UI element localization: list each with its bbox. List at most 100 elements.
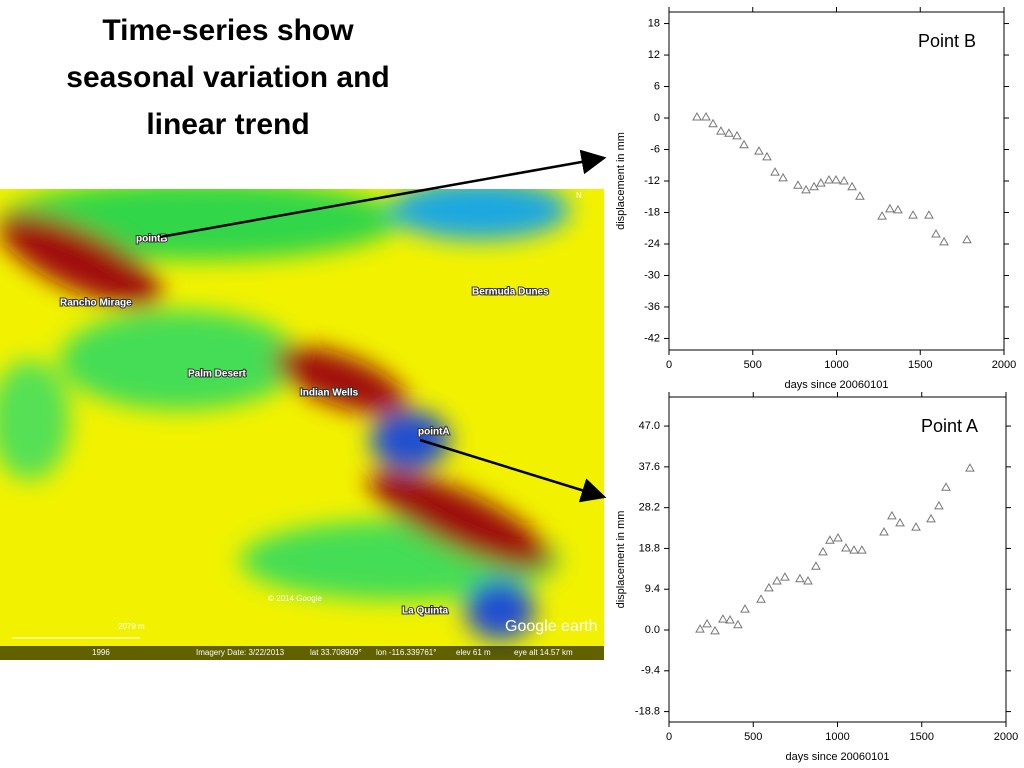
y-tick-label: -18 [644, 206, 660, 218]
map-scale: 2079 m [118, 622, 145, 631]
point [841, 542, 851, 552]
point [833, 533, 843, 542]
point [857, 545, 867, 554]
point [895, 517, 905, 527]
x-tick-label: 1500 [908, 359, 932, 371]
x-tick-label: 2000 [992, 359, 1016, 371]
y-tick-label: 6 [654, 80, 660, 92]
point [801, 184, 811, 194]
point [962, 234, 972, 244]
point [816, 178, 826, 187]
point [831, 174, 841, 184]
point [695, 624, 705, 633]
point [762, 151, 772, 161]
map: pointB Rancho Mirage Bermuda Dunes Palm … [0, 189, 604, 660]
point [809, 181, 819, 191]
point [724, 128, 734, 137]
point [770, 167, 780, 176]
map-label: Palm Desert [188, 369, 246, 380]
point [911, 522, 921, 531]
plot-frame [668, 396, 1007, 723]
point [701, 111, 711, 121]
point [926, 513, 936, 523]
point [877, 211, 887, 220]
y-axis-label: displacement in mm [615, 511, 627, 609]
point [849, 545, 859, 554]
y-tick-label: -24 [644, 238, 660, 250]
x-tick-label: 0 [666, 359, 672, 371]
y-tick-label: -18.8 [635, 705, 660, 717]
chart-title: Point A [921, 416, 978, 436]
point [716, 126, 726, 135]
y-tick-label: -30 [644, 269, 660, 281]
point [732, 130, 742, 140]
x-tick-label: 500 [744, 731, 762, 743]
map-status: Imagery Date: 3/22/2013 [196, 648, 285, 657]
point [725, 615, 735, 624]
y-tick-label: 18 [648, 17, 660, 29]
map-label: La Quinta [402, 606, 449, 617]
y-tick-label: 9.4 [645, 583, 660, 595]
point [941, 482, 951, 491]
y-tick-label: 37.6 [639, 461, 660, 473]
map-label: Bermuda Dunes [472, 287, 549, 298]
y-tick-label: 47.0 [639, 420, 660, 432]
x-tick-label: 1500 [910, 731, 934, 743]
map-label: Rancho Mirage [60, 298, 132, 309]
point [733, 619, 743, 629]
x-tick-label: 1000 [825, 731, 849, 743]
arrow [419, 438, 607, 503]
map-logo: Google earth [505, 618, 598, 635]
point [692, 111, 702, 121]
map-label: Indian Wells [300, 388, 359, 399]
point [924, 210, 934, 219]
point [908, 210, 918, 219]
point [740, 604, 750, 613]
plot-frame [668, 11, 1005, 351]
map-label: pointA [418, 427, 450, 438]
y-tick-label: -12 [644, 175, 660, 187]
y-tick-label: 0 [654, 112, 660, 124]
point [965, 463, 975, 472]
point [756, 594, 766, 603]
x-tick-label: 1000 [824, 359, 848, 371]
point [887, 510, 897, 520]
point [710, 625, 720, 635]
point [825, 535, 835, 544]
point [934, 500, 944, 510]
point [764, 582, 774, 592]
y-tick-label: 28.2 [639, 502, 660, 514]
y-tick-label: -36 [644, 301, 660, 313]
point [718, 614, 728, 623]
point [939, 236, 949, 246]
point [803, 575, 813, 585]
x-axis-label: days since 20060101 [786, 751, 890, 763]
point [708, 118, 718, 128]
point [702, 618, 712, 628]
point [885, 203, 895, 213]
map-north: N [576, 191, 582, 200]
y-tick-label: -9.4 [641, 665, 660, 677]
y-tick-label: -42 [644, 332, 660, 344]
x-axis-label: days since 20060101 [785, 379, 889, 391]
point [931, 229, 941, 238]
map-status: eye alt 14.57 km [514, 648, 573, 657]
point [754, 146, 764, 155]
point [818, 546, 828, 556]
map-status: elev 61 m [456, 648, 491, 657]
point [739, 139, 749, 149]
point [839, 175, 849, 185]
y-tick-label: -6 [650, 143, 660, 155]
point [793, 180, 803, 189]
y-axis-label: displacement in mm [615, 132, 627, 230]
point [811, 561, 821, 570]
point [847, 181, 857, 191]
point [780, 572, 790, 581]
y-tick-label: 0.0 [645, 624, 660, 636]
map-status: lat 33.708909° [310, 648, 362, 657]
point [795, 573, 805, 583]
map-year: 1996 [92, 648, 110, 657]
arrow [159, 149, 607, 239]
